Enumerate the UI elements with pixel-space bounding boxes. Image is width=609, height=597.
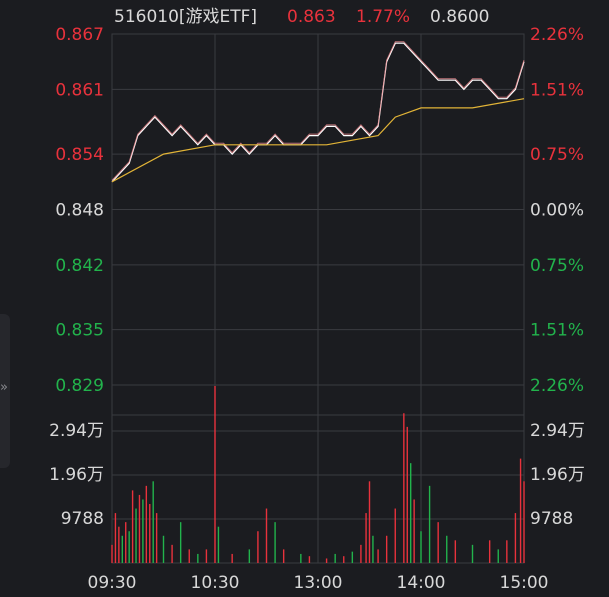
volume-tick-label: 9788 <box>530 509 573 529</box>
avg-line <box>111 98 525 183</box>
price-tick-label: 0.829 <box>55 376 104 396</box>
change-percent: 1.77% <box>356 7 410 27</box>
price-line-shadow <box>111 41 525 181</box>
price-tick-label: 0.848 <box>55 201 104 221</box>
price-tick-label: 0.854 <box>55 145 104 165</box>
avg-price: 0.8600 <box>430 7 489 27</box>
price-tick-label: 0.835 <box>55 321 104 341</box>
time-label: 15:00 <box>500 573 549 593</box>
axis-labels: 0.867 2.26% 0.861 1.51% 0.854 0.75% 0.848 0.00%… <box>49 25 585 593</box>
volume-tick-label: 1.96万 <box>49 465 104 485</box>
time-label: 13:00 <box>294 573 343 593</box>
side-panel-toggle[interactable]: » <box>0 314 10 468</box>
price-tick-label: 0.861 <box>55 80 104 100</box>
price-line <box>111 42 525 183</box>
percent-tick-label: 0.75% <box>530 145 584 165</box>
percent-tick-label: 1.51% <box>530 80 584 100</box>
double-chevron-right-icon: » <box>0 380 8 395</box>
chart-grid <box>111 33 525 564</box>
percent-tick-label: 0.75% <box>530 256 584 276</box>
volume-tick-label: 1.96万 <box>530 465 585 485</box>
percent-tick-label: 1.51% <box>530 321 584 341</box>
time-label: 14:00 <box>397 573 446 593</box>
last-price: 0.863 <box>287 7 336 27</box>
time-label: 09:30 <box>88 573 137 593</box>
price-tick-label: 0.842 <box>55 256 104 276</box>
percent-tick-label: 0.00% <box>530 201 584 221</box>
volume-bars <box>111 386 525 563</box>
percent-tick-label: 2.26% <box>530 376 584 396</box>
volume-tick-label: 2.94万 <box>49 421 104 441</box>
time-label: 10:30 <box>191 573 240 593</box>
percent-tick-label: 2.26% <box>530 25 584 45</box>
volume-tick-label: 2.94万 <box>530 421 585 441</box>
chart-header: 516010[游戏ETF] 0.863 1.77% 0.8600 <box>114 7 489 27</box>
price-tick-label: 0.867 <box>55 25 104 45</box>
price-lines <box>111 41 525 183</box>
volume-tick-label: 9788 <box>61 509 104 529</box>
fund-code-name: 516010[游戏ETF] <box>114 7 257 27</box>
